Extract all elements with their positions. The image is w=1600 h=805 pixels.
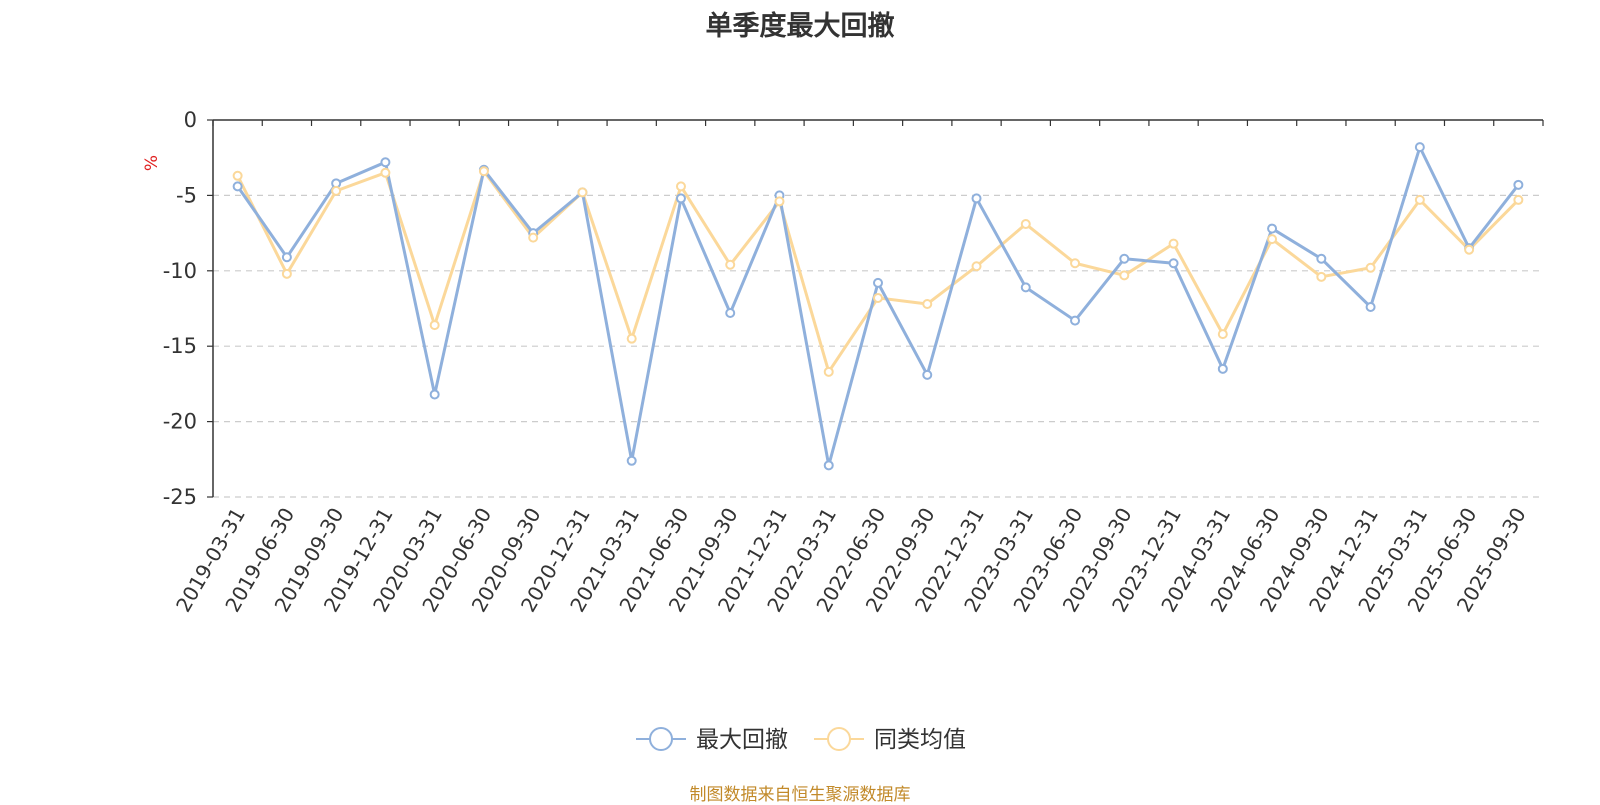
data-point xyxy=(823,460,834,471)
series-line xyxy=(236,169,1520,374)
data-point xyxy=(1316,253,1327,264)
data-point xyxy=(1414,194,1425,205)
data-point xyxy=(1217,363,1228,374)
data-point xyxy=(873,292,883,303)
data-point xyxy=(1267,234,1278,245)
y-tick-label: -15 xyxy=(163,334,197,358)
data-point xyxy=(971,261,982,272)
data-point xyxy=(1020,282,1031,293)
data-point xyxy=(1070,315,1081,326)
data-point xyxy=(922,369,933,380)
data-point xyxy=(1020,219,1031,230)
y-tick-label: 0 xyxy=(184,108,197,132)
data-point xyxy=(232,170,243,181)
y-tick-label: -10 xyxy=(163,259,197,283)
y-axis-label: % xyxy=(142,155,162,171)
data-point xyxy=(1316,271,1327,282)
legend-label: 最大回撤 xyxy=(696,727,788,753)
data-point xyxy=(774,196,785,207)
data-point xyxy=(429,389,440,400)
data-point xyxy=(1168,238,1179,249)
data-point xyxy=(1464,244,1475,255)
data-point xyxy=(281,268,292,279)
data-point xyxy=(971,193,982,204)
y-tick-label: -5 xyxy=(176,183,197,207)
data-point xyxy=(675,193,686,204)
legend-swatch-marker xyxy=(827,727,851,751)
data-point xyxy=(281,252,292,263)
data-point xyxy=(1414,142,1425,153)
data-point xyxy=(429,320,440,331)
source-note: 制图数据来自恒生聚源数据库 xyxy=(689,785,911,805)
data-point xyxy=(725,259,736,270)
data-point xyxy=(232,181,243,192)
y-tick-label: -20 xyxy=(163,410,197,434)
data-point xyxy=(1168,258,1179,269)
data-point xyxy=(528,232,539,243)
data-point xyxy=(1513,179,1524,190)
data-point xyxy=(577,187,588,198)
data-point xyxy=(725,308,736,319)
data-point xyxy=(1119,270,1130,281)
data-point xyxy=(1217,329,1228,340)
legend-swatch-marker xyxy=(649,727,673,751)
data-point xyxy=(626,455,637,466)
data-point xyxy=(873,277,883,288)
y-tick-label: -25 xyxy=(163,485,197,509)
data-point xyxy=(626,333,637,344)
data-point xyxy=(1365,301,1376,312)
data-point xyxy=(1365,262,1376,273)
data-point xyxy=(922,298,933,309)
data-point xyxy=(380,157,391,168)
data-point xyxy=(380,167,391,178)
data-point xyxy=(1070,258,1081,269)
data-point xyxy=(1267,223,1278,234)
chart-title: 单季度最大回撤 xyxy=(705,11,895,42)
legend-label: 同类均值 xyxy=(874,727,966,753)
data-point xyxy=(823,366,834,377)
data-point xyxy=(1119,253,1130,264)
data-point xyxy=(1513,194,1524,205)
data-point xyxy=(478,166,489,177)
data-point xyxy=(331,185,342,196)
data-point xyxy=(675,181,686,192)
